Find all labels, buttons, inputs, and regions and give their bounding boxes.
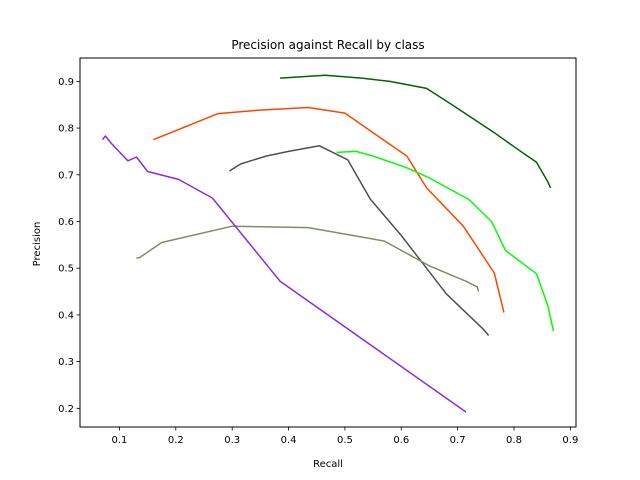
x-tick-label: 0.9	[562, 435, 578, 446]
x-tick-label: 0.3	[224, 435, 240, 446]
x-tick-label: 0.4	[281, 435, 297, 446]
x-tick-label: 0.6	[393, 435, 409, 446]
y-tick-label: 0.8	[58, 124, 74, 135]
y-tick-label: 0.3	[58, 357, 74, 368]
x-axis-label: Recall	[313, 459, 343, 470]
y-tick-label: 0.5	[58, 264, 74, 275]
x-tick-label: 0.5	[337, 435, 353, 446]
series-line-4	[229, 145, 490, 336]
x-axis-ticks: 0.1 0.2 0.3 0.4 0.5 0.6 0.7 0.8 0.9	[112, 427, 578, 446]
series-line-6	[101, 135, 467, 413]
y-tick-label: 0.9	[58, 77, 74, 88]
x-tick-label: 0.7	[450, 435, 466, 446]
y-tick-label: 0.2	[58, 404, 74, 415]
chart-title: Precision against Recall by class	[231, 38, 424, 52]
x-tick-label: 0.8	[506, 435, 522, 446]
y-axis-label: Precision	[32, 222, 43, 267]
x-tick-label: 0.1	[112, 435, 128, 446]
series-line-3	[336, 150, 555, 332]
plot-area-frame	[79, 57, 577, 428]
y-tick-label: 0.7	[58, 170, 74, 181]
x-tick-label: 0.2	[168, 435, 184, 446]
series-line-5	[136, 225, 480, 292]
series-layer	[101, 74, 555, 413]
y-axis-ticks: 0.2 0.3 0.4 0.5 0.6 0.7 0.8 0.9	[58, 77, 80, 415]
y-tick-label: 0.6	[58, 217, 74, 228]
series-line-2	[153, 106, 505, 313]
y-tick-label: 0.4	[58, 310, 74, 321]
series-line-1	[280, 74, 552, 189]
